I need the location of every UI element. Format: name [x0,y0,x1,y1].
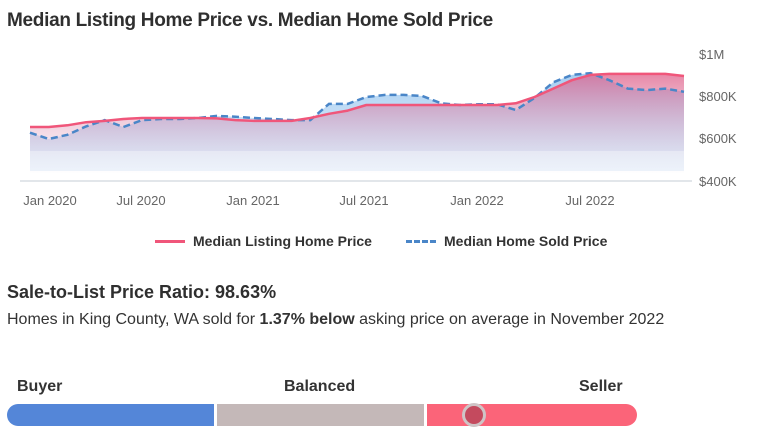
y-tick-label: $1M [699,47,725,62]
sale-to-list-description: Homes in King County, WA sold for 1.37% … [7,311,664,329]
x-tick-label: Jan 2021 [226,193,280,208]
y-tick-label: $800K [699,89,737,104]
listing-area [30,73,684,173]
listing-price-line [30,72,685,129]
legend-label: Median Listing Home Price [193,233,372,249]
market-bar-seller [427,404,637,426]
sale-to-list-title: Sale-to-List Price Ratio: 98.63% [7,282,277,302]
y-tick-label: $400K [699,174,737,189]
price-chart [0,40,768,215]
legend-label: Median Home Sold Price [444,233,608,249]
sold-price-line [29,71,685,141]
dashed-line-icon [406,239,436,243]
x-tick-label: Jul 2020 [116,193,166,208]
balanced-label: Balanced [284,378,356,395]
x-tick-label: Jul 2021 [339,193,389,208]
legend-item-listing[interactable]: Median Listing Home Price [155,233,372,249]
line-chart-svg [20,71,692,182]
desc-highlight: 1.37% below [259,311,355,328]
chart-legend: Median Listing Home Price Median Home So… [0,233,768,253]
buyer-label: Buyer [17,378,63,395]
chart-title: Median Listing Home Price vs. Median Hom… [7,10,493,31]
x-tick-label: Jan 2022 [450,193,504,208]
x-tick-label: Jul 2022 [565,193,615,208]
desc-text: asking price on average in November 2022 [354,311,665,328]
legend-item-sold[interactable]: Median Home Sold Price [406,233,607,249]
market-indicator-knob [462,403,486,427]
market-bar-buyer [7,404,214,426]
y-tick-label: $600K [699,131,737,146]
solid-line-icon [155,239,185,243]
market-bar-balanced [217,404,424,426]
seller-label: Seller [579,378,623,395]
desc-text: Homes in King County, WA sold for [7,311,260,328]
x-tick-label: Jan 2020 [23,193,77,208]
